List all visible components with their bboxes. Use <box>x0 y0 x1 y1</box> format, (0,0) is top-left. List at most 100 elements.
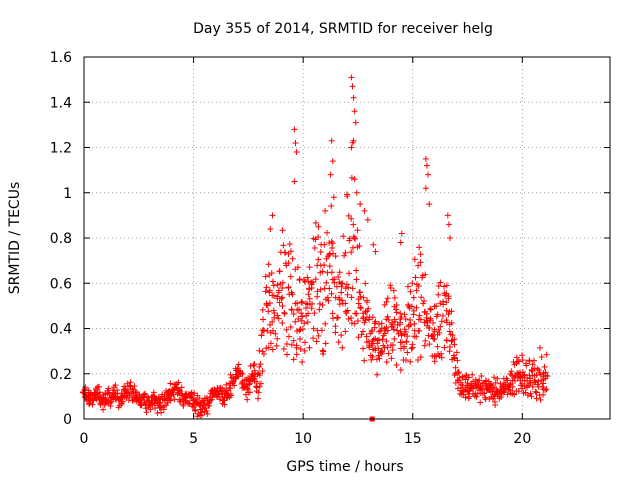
chart-title: Day 355 of 2014, SRMTID for receiver hel… <box>193 21 493 37</box>
data-point <box>277 280 284 287</box>
data-point <box>356 242 363 249</box>
data-point <box>422 337 429 344</box>
data-point <box>105 385 112 392</box>
data-point <box>402 357 409 364</box>
data-point <box>537 396 544 403</box>
data-point <box>285 260 292 267</box>
data-point <box>407 288 414 295</box>
data-point <box>487 380 494 387</box>
y-tick-label: 1.6 <box>50 50 72 66</box>
data-point <box>329 158 336 165</box>
data-point <box>528 393 535 400</box>
data-point <box>316 306 323 313</box>
data-point <box>448 308 455 315</box>
data-point <box>357 201 364 208</box>
data-point <box>291 178 298 185</box>
data-point <box>402 328 409 335</box>
data-point <box>176 388 183 395</box>
data-point <box>327 171 334 178</box>
data-point <box>352 119 359 126</box>
data-point <box>513 354 520 361</box>
data-point <box>532 388 539 395</box>
data-point <box>251 361 258 368</box>
data-point <box>343 310 350 317</box>
data-point <box>384 344 391 351</box>
data-point <box>509 383 516 390</box>
data-point <box>164 399 171 406</box>
data-point <box>527 380 534 387</box>
data-point <box>323 279 330 286</box>
data-point <box>539 383 546 390</box>
data-point <box>438 318 445 325</box>
data-point <box>451 341 458 348</box>
data-point <box>538 354 545 361</box>
data-point <box>339 344 346 351</box>
data-point <box>348 215 355 222</box>
data-point <box>227 385 234 392</box>
data-point <box>417 316 424 323</box>
data-point <box>361 207 368 214</box>
data-point <box>204 410 211 417</box>
data-point <box>388 323 395 330</box>
data-point <box>407 358 414 365</box>
data-point <box>275 315 282 322</box>
data-point <box>285 285 292 292</box>
data-point <box>363 333 370 340</box>
data-point <box>324 229 331 236</box>
data-point <box>279 285 286 292</box>
data-point <box>422 155 429 162</box>
data-point <box>397 310 404 317</box>
y-tick-label: 1 <box>63 186 72 202</box>
data-point <box>276 299 283 306</box>
data-point <box>314 288 321 295</box>
data-point <box>186 400 193 407</box>
data-point <box>290 356 297 363</box>
data-point <box>524 391 531 398</box>
data-point <box>259 368 266 375</box>
data-point <box>203 395 210 402</box>
data-point <box>312 276 319 283</box>
data-point <box>334 314 341 321</box>
data-point <box>104 397 111 404</box>
data-point <box>230 379 237 386</box>
data-point <box>481 390 488 397</box>
data-point <box>271 314 278 321</box>
data-point <box>265 261 272 268</box>
data-point <box>296 306 303 313</box>
data-point <box>157 404 164 411</box>
data-point <box>256 363 263 370</box>
data-point <box>348 314 355 321</box>
data-point <box>424 318 431 325</box>
data-point <box>529 383 536 390</box>
data-point <box>408 345 415 352</box>
data-point <box>426 201 433 208</box>
data-point <box>543 386 550 393</box>
data-point <box>220 397 227 404</box>
data-point <box>346 270 353 277</box>
data-point <box>321 241 328 248</box>
data-point <box>502 381 509 388</box>
data-point <box>383 338 390 345</box>
data-point <box>291 126 298 133</box>
data-point <box>448 319 455 326</box>
data-point <box>450 352 457 359</box>
data-point <box>384 295 391 302</box>
data-point <box>296 327 303 334</box>
data-point <box>533 389 540 396</box>
data-point <box>322 340 329 347</box>
data-point <box>256 383 263 390</box>
data-point <box>260 350 267 357</box>
data-point <box>353 267 360 274</box>
data-point <box>511 391 518 398</box>
data-point <box>404 333 411 340</box>
data-point <box>259 306 266 313</box>
data-point <box>342 328 349 335</box>
data-point <box>336 269 343 276</box>
data-point <box>285 333 292 340</box>
data-point <box>463 382 470 389</box>
data-point <box>350 94 357 101</box>
data-point <box>299 326 306 333</box>
x-axis: 0 5 10 15 20 <box>80 57 531 447</box>
data-point <box>360 294 367 301</box>
data-point <box>301 347 308 354</box>
